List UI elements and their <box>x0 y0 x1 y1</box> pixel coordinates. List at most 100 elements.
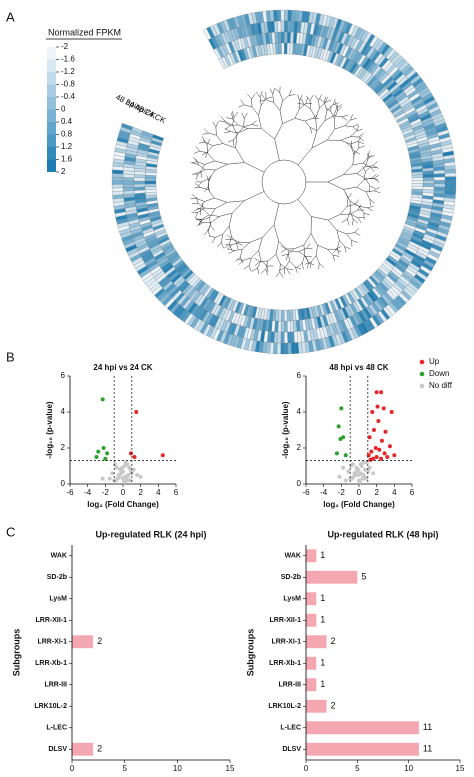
tree-branch <box>194 212 199 219</box>
tree-branch <box>235 147 245 163</box>
point <box>372 428 377 432</box>
point <box>389 410 394 414</box>
y-axis-title: -log₁₀ (p-value) <box>45 401 54 458</box>
chart-title: Up-regulated RLK (24 hpi) <box>95 529 206 539</box>
tree-branch <box>332 254 340 257</box>
bar <box>306 635 327 649</box>
tree-branch <box>275 271 280 278</box>
x-tick-label: 15 <box>226 764 235 773</box>
legend-swatch <box>47 59 56 72</box>
heatmap-cell <box>422 173 435 178</box>
tree-branch <box>257 267 260 275</box>
tree-branch <box>357 141 364 145</box>
point <box>127 465 132 470</box>
value-label: 2 <box>97 744 102 754</box>
tree-branch <box>226 117 233 120</box>
tree-branch <box>294 266 298 273</box>
heatmap-cell <box>122 177 135 182</box>
tree-branch <box>215 202 228 209</box>
tree-branch <box>369 185 371 193</box>
legend-tick-label: 0.8 <box>61 130 73 139</box>
tree-branch <box>208 230 210 237</box>
tree-branch <box>335 248 342 253</box>
tree-branch <box>373 178 380 183</box>
tree-branch <box>340 206 348 215</box>
tree-branch <box>232 117 235 126</box>
tree-branch <box>195 174 199 181</box>
tree-branch <box>240 257 244 264</box>
point <box>339 406 344 411</box>
x-tick-label: 0 <box>357 488 362 497</box>
tree-branch <box>221 116 226 122</box>
tree-branch <box>332 99 336 105</box>
tree-branch <box>215 127 217 136</box>
tree-branch <box>324 102 328 111</box>
point <box>101 446 106 450</box>
point <box>338 437 343 441</box>
tree-branch <box>248 257 252 266</box>
heatmap-cell <box>281 309 285 322</box>
x-tick-label: 0 <box>70 764 75 773</box>
tree-branch <box>208 214 220 217</box>
heatmap-cell <box>290 342 296 354</box>
y-tick-label: LRR-XI-1 <box>37 639 67 646</box>
tree-branch <box>346 198 349 207</box>
tree-branch <box>314 95 319 101</box>
tree-branch <box>205 141 213 146</box>
legend-tick-label: 0.4 <box>61 117 73 126</box>
tree-branch <box>200 187 209 190</box>
heatmap-cell <box>433 183 446 188</box>
point <box>387 444 392 449</box>
tree-branch <box>330 111 335 119</box>
tree-branch <box>206 139 211 145</box>
tree-branch <box>358 206 365 214</box>
tree-branch <box>350 213 359 219</box>
tree-branch <box>310 233 318 246</box>
chart-title: 48 hpi vs 48 CK <box>329 363 388 372</box>
tree-branch <box>350 209 358 215</box>
tree-branch <box>364 159 369 168</box>
x-tick-label: 15 <box>456 764 465 773</box>
tree-branch <box>236 242 243 246</box>
tree-branch <box>209 217 211 226</box>
tree-branch <box>207 178 210 187</box>
point <box>100 397 105 402</box>
heatmap-cell <box>133 186 146 191</box>
y-tick-label: 0 <box>297 479 302 488</box>
point <box>379 438 384 443</box>
tree-branch <box>197 181 202 187</box>
tree-branch <box>357 136 362 142</box>
value-label: 1 <box>320 679 325 689</box>
tree-branch <box>343 186 357 190</box>
tree-branch <box>229 236 232 245</box>
value-label: 2 <box>331 701 336 711</box>
tree-branch <box>201 202 204 210</box>
tree-branch <box>240 249 243 258</box>
y-tick-label: 4 <box>61 407 66 416</box>
tree-branch <box>228 250 235 255</box>
heatmap-cell <box>287 20 292 33</box>
tree-branch <box>316 120 325 132</box>
legend-swatch <box>47 47 56 60</box>
heatmap-cell <box>280 320 285 333</box>
tree-branch <box>343 164 353 175</box>
tree-branch <box>215 234 223 238</box>
tree-branch <box>372 165 379 169</box>
tree-branch <box>218 120 226 122</box>
tree-branch <box>318 263 320 270</box>
point <box>364 460 369 465</box>
tree-branch <box>304 120 311 128</box>
point <box>114 465 119 470</box>
tree-branch <box>334 111 338 119</box>
tree-branch <box>315 118 317 132</box>
tree-branch <box>228 226 232 237</box>
point <box>361 460 366 465</box>
heatmap-cell <box>144 183 157 188</box>
tree-branch <box>353 218 359 224</box>
tree-branch <box>310 108 316 119</box>
tree-branch <box>297 94 300 101</box>
tree-branch <box>363 177 372 180</box>
point <box>371 471 376 476</box>
point <box>356 467 361 472</box>
legend-tick-label: 0 <box>61 105 66 114</box>
